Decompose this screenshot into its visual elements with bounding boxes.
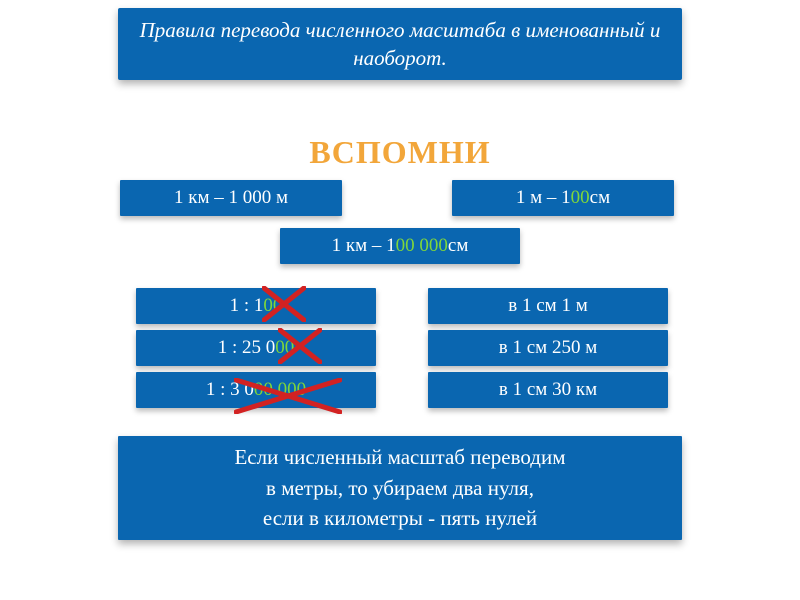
scale-2-pre: 1 : 25 0 — [218, 337, 276, 359]
vspomni-heading: ВСПОМНИ — [0, 134, 800, 171]
scale-1-green: 00 — [263, 295, 282, 317]
rule-box: Если численный масштаб переводим в метры… — [118, 436, 682, 540]
conv-m-cm-post: см — [590, 187, 610, 209]
scale-3-green: 00 000 — [254, 379, 306, 401]
conv-m-cm-pre: 1 м – 1 — [516, 187, 571, 209]
rule-l2c: нуля, — [482, 476, 533, 500]
conversion-km-cm: 1 км – 100 000 см — [280, 228, 520, 264]
rule-line-1: Если численный масштаб переводим — [234, 442, 565, 472]
vspomni-text: ВСПОМНИ — [309, 134, 490, 170]
named-scale-1: в 1 см 1 м — [428, 288, 668, 324]
rule-l2b: два — [453, 476, 483, 500]
named-scale-3: в 1 см 30 км — [428, 372, 668, 408]
scale-1-pre: 1 : 1 — [230, 295, 264, 317]
scale-3-pre: 1 : 3 0 — [206, 379, 254, 401]
conv-m-cm-green: 00 — [571, 187, 590, 209]
named-1-text: в 1 см 1 м — [508, 295, 587, 317]
named-scale-2: в 1 см 250 м — [428, 330, 668, 366]
rule-line-3: если в километры - пять нулей — [234, 503, 565, 533]
rule-l2a: в метры, то убираем — [266, 476, 453, 500]
title-box: Правила перевода численного масштаба в и… — [118, 8, 682, 80]
conv-km-cm-pre: 1 км – 1 — [332, 235, 396, 257]
conversion-km-m: 1 км – 1 000 м — [120, 180, 342, 216]
conv-km-cm-green: 00 000 — [396, 235, 448, 257]
title-text: Правила перевода численного масштаба в и… — [138, 16, 662, 73]
numeric-scale-1: 1 : 100 — [136, 288, 376, 324]
numeric-scale-2: 1 : 25 000 — [136, 330, 376, 366]
conv-km-m-text: 1 км – 1 000 м — [174, 187, 288, 209]
rule-l3b: пять — [440, 506, 480, 530]
rule-line-2: в метры, то убираем два нуля, — [234, 473, 565, 503]
rule-content: Если численный масштаб переводим в метры… — [234, 442, 565, 533]
conversion-m-cm: 1 м – 100 см — [452, 180, 674, 216]
rule-l3c: нулей — [480, 506, 537, 530]
named-2-text: в 1 см 250 м — [499, 337, 597, 359]
named-3-text: в 1 см 30 км — [499, 379, 597, 401]
rule-l3a: если в километры - — [263, 506, 440, 530]
conv-km-cm-post: см — [448, 235, 468, 257]
numeric-scale-3: 1 : 3 000 000 — [136, 372, 376, 408]
scale-2-green: 00 — [275, 337, 294, 359]
